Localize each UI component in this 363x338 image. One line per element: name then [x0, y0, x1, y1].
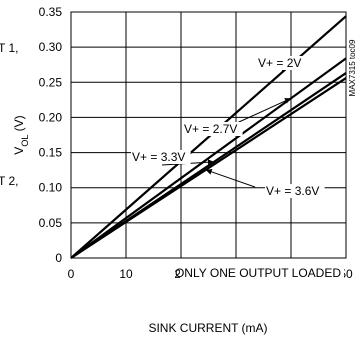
plot-frame — [70, 11, 347, 259]
y-tick-label: 0 — [55, 251, 62, 265]
leader-arrow — [205, 168, 213, 175]
x-axis-label: SINK CURRENT (mA) — [148, 321, 267, 335]
y-tick-label: 0.20 — [39, 110, 63, 124]
series-label: V+ = 3.6V — [266, 184, 319, 198]
x-tick-label: 0 — [68, 267, 75, 281]
y-tick-label: 0.15 — [39, 146, 63, 160]
series-lines — [70, 15, 347, 259]
y-tick-labels: 0 0.05 0.10 0.15 0.20 0.25 0.30 0.35 — [39, 5, 63, 265]
y-tick-label: 0.05 — [39, 216, 63, 230]
series-labels: V+ = 2V V+ = 2.7V V+ = 3.3V V+ = 3.6V — [131, 56, 325, 198]
x-tick-label: 10 — [119, 267, 133, 281]
series-line — [70, 77, 347, 259]
leader-line — [205, 169, 256, 188]
y-axis-label: VOL (V) — [12, 115, 30, 154]
series-label: V+ = 2.7V — [184, 122, 237, 136]
grid-lines — [71, 12, 346, 258]
series-label-background — [183, 122, 243, 136]
y-tick-label: 0.25 — [39, 75, 63, 89]
series-label: V+ = 2V — [258, 56, 301, 70]
svg-text:VOL (V): VOL (V) — [12, 115, 30, 154]
series-label: V+ = 3.3V — [132, 150, 185, 164]
fragment-label-1: T 1, — [0, 41, 18, 55]
annotation-background — [180, 264, 344, 279]
y-tick-label: 0.30 — [39, 40, 63, 54]
annotation-only-one-output: ONLY ONE OUTPUT LOADED — [175, 266, 341, 280]
series-line — [70, 57, 347, 259]
series-label-background — [257, 56, 304, 70]
series-label-background — [265, 184, 325, 198]
leader-arrow — [207, 159, 214, 166]
series-line — [70, 15, 347, 259]
figure-code: MAX7315 toc09 — [348, 39, 357, 96]
svg-text:MAX7315 toc09: MAX7315 toc09 — [348, 39, 357, 96]
leader-arrow — [284, 98, 291, 104]
y-tick-label: 0.35 — [39, 5, 63, 19]
fragment-label-2: T 2, — [0, 174, 18, 188]
y-tick-label: 0.10 — [39, 181, 63, 195]
series-label-background — [131, 150, 191, 164]
